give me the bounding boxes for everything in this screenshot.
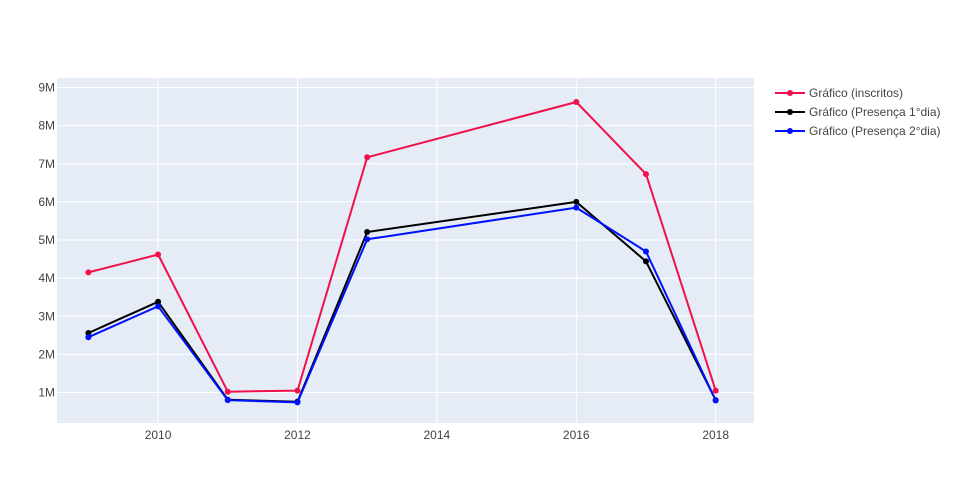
series-line [88,101,717,393]
y-tick-label: 1M [38,386,55,400]
data-point[interactable] [85,330,92,337]
y-gridlines [57,87,754,394]
y-tick-label: 9M [38,81,55,95]
legend-label: Gráfico (Presença 2°dia) [809,124,941,138]
data-point[interactable] [224,388,231,395]
plot-background [57,78,754,423]
data-point[interactable] [712,387,719,394]
data-point[interactable] [85,269,92,276]
data-point[interactable] [155,251,162,258]
series-line [87,200,717,403]
data-point[interactable] [155,303,162,310]
data-point[interactable] [85,334,92,341]
data-point[interactable] [642,258,649,265]
data-point[interactable] [642,248,649,255]
data-point[interactable] [364,229,371,236]
data-point[interactable] [573,99,580,106]
data-point[interactable] [573,204,580,211]
data-point[interactable] [155,298,162,305]
data-point[interactable] [294,387,301,394]
x-tick-label: 2016 [563,428,590,442]
data-point[interactable] [294,399,301,406]
x-axis-ticks: 2010 2012 2014 2016 2018 [145,428,730,442]
data-point[interactable] [712,397,719,404]
y-tick-label: 8M [38,119,55,133]
legend-label: Gráfico (inscritos) [809,86,903,100]
x-tick-label: 2012 [284,428,311,442]
y-tick-label: 3M [38,309,55,323]
x-tick-label: 2014 [424,428,451,442]
data-point[interactable] [364,154,371,161]
data-point[interactable] [364,236,371,243]
legend-item[interactable]: Gráfico (Presença 1°dia) [775,105,941,119]
y-tick-label: 5M [38,233,55,247]
y-axis-ticks: 1M 2M 3M 4M 5M 6M 7M 8M 9M [38,81,55,400]
series-layer [85,99,719,406]
y-tick-label: 4M [38,271,55,285]
y-tick-label: 6M [38,195,55,209]
y-tick-label: 7M [38,157,55,171]
legend-swatch-marker [787,109,793,115]
x-gridlines [157,78,717,423]
y-tick-label: 2M [38,347,55,361]
data-point[interactable] [573,198,580,205]
legend-swatch-marker [787,90,793,96]
series-2 [85,204,719,406]
legend[interactable]: Gráfico (inscritos) Gráfico (Presença 1°d… [775,86,941,138]
legend-label: Gráfico (Presença 1°dia) [809,105,941,119]
x-tick-label: 2018 [702,428,729,442]
x-tick-label: 2010 [145,428,172,442]
legend-item[interactable]: Gráfico (Presença 2°dia) [775,124,941,138]
legend-item[interactable]: Gráfico (inscritos) [775,86,903,100]
series-line [87,206,717,404]
data-point[interactable] [642,171,649,178]
legend-swatch-marker [787,128,793,134]
data-point[interactable] [224,397,231,404]
series-0 [85,99,719,395]
